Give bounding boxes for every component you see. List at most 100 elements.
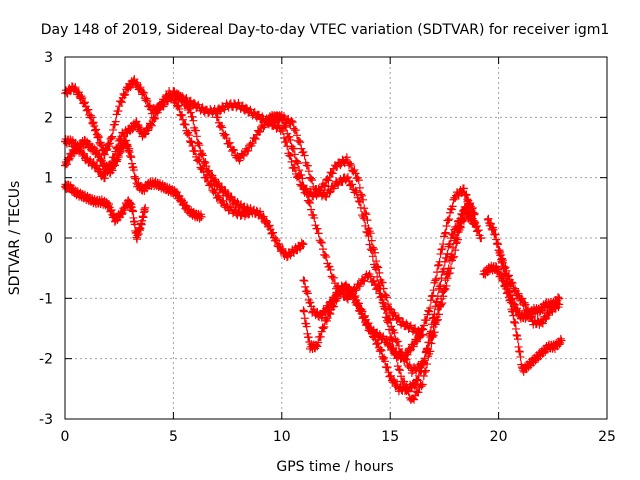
data-point	[373, 272, 382, 281]
data-point	[425, 331, 434, 340]
data-point	[394, 313, 403, 322]
data-point	[420, 356, 429, 365]
data-point	[310, 213, 319, 222]
data-point	[432, 298, 441, 307]
data-point	[288, 118, 297, 127]
data-point	[514, 342, 523, 351]
data-point	[489, 225, 498, 234]
data-point	[440, 285, 449, 294]
data-point	[527, 312, 536, 321]
data-point	[92, 125, 101, 134]
data-point	[452, 224, 461, 233]
data-point	[428, 291, 437, 300]
data-point	[468, 203, 477, 212]
data-point	[324, 176, 333, 185]
data-point	[426, 304, 435, 313]
data-point	[358, 191, 367, 200]
data-point	[321, 308, 330, 317]
data-point	[151, 114, 160, 123]
data-point	[207, 180, 216, 189]
data-point	[314, 229, 323, 238]
data-point	[487, 224, 496, 233]
data-point	[312, 308, 321, 317]
data-point	[518, 294, 527, 303]
data-point	[448, 202, 457, 211]
data-point	[376, 284, 385, 293]
data-point	[537, 318, 546, 327]
data-point	[437, 300, 446, 309]
data-point	[492, 235, 501, 244]
data-point	[300, 307, 309, 316]
data-point	[436, 250, 445, 259]
data-point	[295, 166, 304, 175]
data-point	[283, 253, 292, 262]
data-point	[97, 141, 106, 150]
data-point	[419, 325, 428, 334]
data-point	[279, 134, 288, 143]
data-point	[385, 339, 394, 348]
data-point	[316, 238, 325, 247]
data-point	[146, 120, 155, 129]
data-point	[111, 117, 120, 126]
data-point	[459, 184, 468, 193]
data-point	[301, 282, 310, 291]
data-point	[417, 382, 426, 391]
data-point	[313, 342, 322, 351]
data-point	[370, 331, 379, 340]
data-point	[417, 366, 426, 375]
data-point	[217, 121, 226, 130]
data-point	[319, 324, 328, 333]
data-point	[296, 138, 305, 147]
data-point	[513, 335, 522, 344]
data-point	[508, 278, 517, 287]
data-point	[395, 366, 404, 375]
data-point	[214, 191, 223, 200]
data-point	[230, 146, 239, 155]
data-point	[286, 136, 295, 145]
data-point	[461, 191, 470, 200]
data-point	[417, 326, 426, 335]
data-point	[64, 156, 73, 165]
data-point	[221, 130, 230, 139]
data-point	[440, 229, 449, 238]
data-point	[80, 98, 89, 107]
data-point	[244, 146, 253, 155]
data-point	[380, 357, 389, 366]
data-point	[377, 293, 386, 302]
data-point	[505, 271, 514, 280]
data-point	[304, 197, 313, 206]
data-point	[102, 146, 111, 155]
data-point	[496, 270, 505, 279]
data-point	[400, 355, 409, 364]
data-point	[541, 315, 550, 324]
y-tick-label: -1	[39, 291, 53, 307]
data-point	[198, 151, 207, 160]
x-tick-label: 15	[381, 429, 399, 445]
data-point	[216, 107, 225, 116]
data-point	[204, 166, 213, 175]
data-point	[367, 325, 376, 334]
data-point	[433, 297, 442, 306]
data-point	[426, 296, 435, 305]
data-point	[236, 201, 245, 210]
data-point	[429, 286, 438, 295]
data-point	[494, 265, 503, 274]
data-point	[388, 343, 397, 352]
data-point	[367, 327, 376, 336]
data-point	[90, 121, 99, 130]
data-point	[360, 277, 369, 286]
data-point	[471, 218, 480, 227]
data-point	[415, 333, 424, 342]
data-point	[330, 295, 339, 304]
data-point	[438, 299, 447, 308]
data-point	[348, 180, 357, 189]
data-point	[197, 212, 206, 221]
data-point	[292, 131, 301, 140]
data-point	[513, 291, 522, 300]
data-point	[342, 153, 351, 162]
data-point	[111, 161, 120, 170]
series-track-12	[494, 246, 564, 329]
data-point	[501, 281, 510, 290]
data-point	[222, 134, 231, 143]
